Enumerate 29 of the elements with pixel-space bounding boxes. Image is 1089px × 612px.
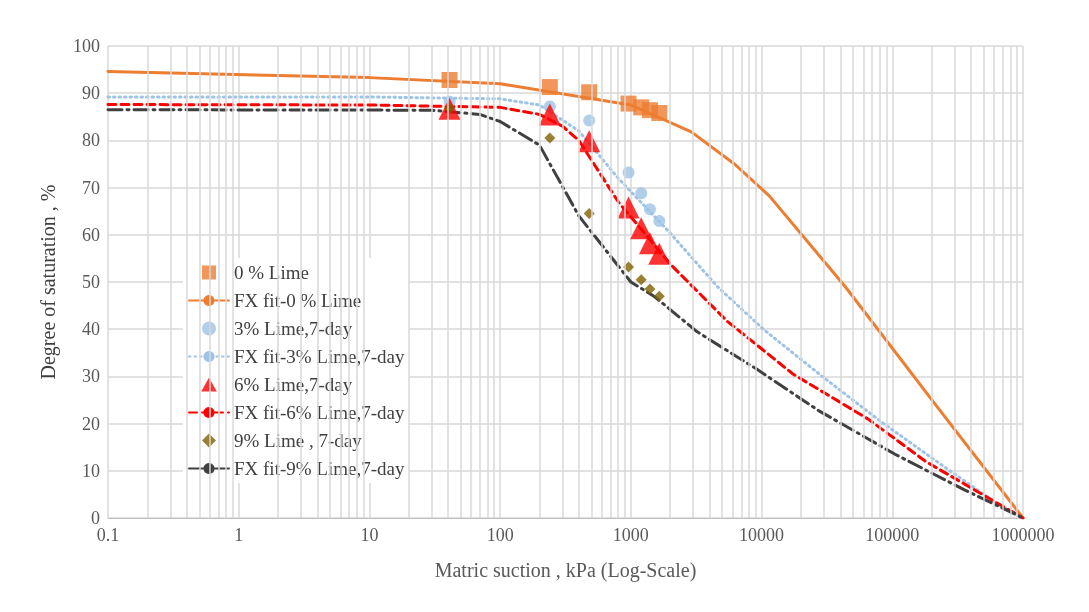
- legend-label: FX fit-3% Lime,7-day: [234, 346, 405, 367]
- x-tick-label: 0.1: [96, 525, 120, 545]
- x-tick-label: 10000: [739, 525, 785, 545]
- legend-label: FX fit-0 % Lime: [234, 290, 362, 311]
- legend-label: FX fit-9% Lime,7-day: [234, 458, 405, 479]
- y-tick-label: 50: [82, 272, 100, 292]
- legend-label: 3% Lime,7-day: [234, 318, 353, 339]
- x-tick-label: 1: [234, 525, 244, 545]
- y-tick-label: 60: [82, 224, 100, 245]
- y-tick-label: 80: [82, 130, 100, 151]
- y-tick-label: 0: [91, 508, 100, 528]
- y-tick-label: 70: [82, 177, 100, 198]
- y-tick-label: 100: [73, 36, 100, 56]
- x-tick-label: 100: [486, 525, 514, 545]
- legend-label: FX fit-6% Lime,7-day: [234, 402, 405, 423]
- y-tick-label: 10: [82, 460, 100, 481]
- legend-label: 0 % Lime: [234, 262, 309, 283]
- x-tick-label: 1000000: [991, 525, 1055, 545]
- x-tick-label: 100000: [865, 525, 920, 545]
- y-axis-title: Degree of saturation , %: [37, 184, 60, 380]
- y-tick-label: 90: [82, 83, 100, 104]
- legend-label: 6% Lime,7-day: [234, 374, 353, 395]
- y-tick-label: 20: [82, 413, 100, 434]
- legend-label: 9% Lime , 7-day: [234, 430, 363, 451]
- x-tick-label: 1000: [612, 525, 649, 545]
- x-tick-label: 10: [360, 525, 379, 545]
- y-tick-label: 30: [82, 366, 100, 387]
- x-axis-title: Matric suction , kPa (Log-Scale): [434, 559, 697, 582]
- y-tick-label: 40: [82, 319, 100, 340]
